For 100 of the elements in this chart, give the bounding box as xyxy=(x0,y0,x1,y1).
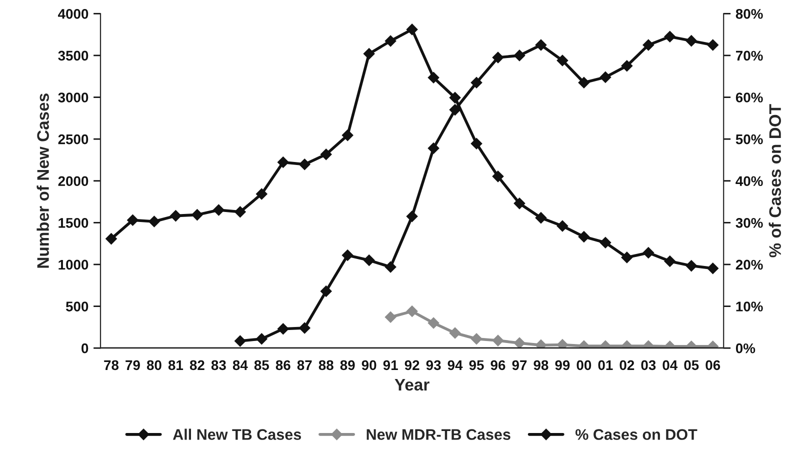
point xyxy=(299,322,310,334)
point xyxy=(686,35,697,46)
x-tick-label: 81 xyxy=(168,360,184,370)
point xyxy=(449,92,461,104)
x-tick-label: 93 xyxy=(426,360,441,370)
point xyxy=(449,327,461,339)
point xyxy=(600,237,612,248)
point xyxy=(428,142,440,154)
point xyxy=(492,334,504,346)
y2-tick-label: 30% xyxy=(736,218,763,228)
y-tick-label: 3500 xyxy=(58,50,88,61)
x-tick-label: 80 xyxy=(146,360,162,370)
y-tick-label: 2500 xyxy=(58,134,88,144)
x-tick-label: 05 xyxy=(684,360,699,370)
y-tick-label: 0 xyxy=(82,343,88,354)
y-tick-label: 4000 xyxy=(58,8,88,19)
y-tick-label: 2000 xyxy=(58,176,88,186)
x-axis-title: Year xyxy=(394,378,430,391)
x-tick-label: 85 xyxy=(254,360,269,370)
point xyxy=(363,48,375,60)
point xyxy=(578,77,590,88)
legend-label: All New TB Cases xyxy=(172,428,301,440)
x-tick-label: 03 xyxy=(641,360,656,370)
point xyxy=(514,50,526,62)
point xyxy=(707,262,718,274)
x-tick-label: 90 xyxy=(362,360,376,370)
point xyxy=(492,52,504,64)
y2-tick-label: 40% xyxy=(736,176,763,186)
point xyxy=(213,204,224,216)
y-tick-label: 1000 xyxy=(58,260,88,270)
point xyxy=(406,210,418,222)
point xyxy=(600,72,612,83)
point xyxy=(664,31,676,42)
x-tick-label: 97 xyxy=(512,360,527,370)
point xyxy=(621,60,633,72)
point xyxy=(299,158,310,170)
point xyxy=(384,261,396,273)
x-tick-label: 91 xyxy=(383,360,398,370)
point xyxy=(106,233,117,244)
point xyxy=(127,214,138,226)
x-tick-label: 83 xyxy=(211,360,226,370)
y2-tick-label: 20% xyxy=(736,260,763,270)
x-tick-label: 06 xyxy=(706,360,720,370)
point xyxy=(642,39,654,51)
x-tick-label: 78 xyxy=(104,360,119,370)
point xyxy=(556,339,568,348)
point xyxy=(621,252,633,264)
x-tick-label: 94 xyxy=(448,360,463,370)
x-tick-label: 84 xyxy=(232,360,248,370)
point xyxy=(384,35,396,47)
point xyxy=(278,156,289,168)
point xyxy=(278,323,289,334)
x-tick-label: 82 xyxy=(190,360,204,370)
point xyxy=(320,286,332,297)
point xyxy=(256,333,268,344)
point xyxy=(664,256,676,267)
x-tick-label: 00 xyxy=(576,360,592,370)
point xyxy=(192,209,203,220)
point xyxy=(707,39,718,51)
x-tick-label: 04 xyxy=(662,360,678,370)
y-tick-label: 1500 xyxy=(58,218,88,228)
x-tick-label: 79 xyxy=(126,360,140,370)
point xyxy=(428,317,440,329)
point xyxy=(642,247,654,258)
point xyxy=(535,340,547,348)
legend-label: New MDR-TB Cases xyxy=(366,429,510,440)
legend-label: % Cases on DOT xyxy=(575,429,698,440)
point xyxy=(428,72,440,84)
x-tick-label: 01 xyxy=(598,360,613,370)
y2-tick-label: 70% xyxy=(736,50,763,61)
point xyxy=(556,54,568,66)
x-tick-label: 98 xyxy=(534,360,548,370)
point xyxy=(535,212,547,224)
point xyxy=(170,210,182,222)
point xyxy=(578,231,590,242)
x-tick-label: 86 xyxy=(276,360,290,370)
point xyxy=(470,333,482,344)
point xyxy=(406,24,418,36)
y2-axis-title: % of Cases on DOT xyxy=(768,104,781,258)
point xyxy=(514,337,526,348)
point xyxy=(514,198,526,210)
y2-tick-label: 0% xyxy=(736,343,756,354)
point xyxy=(470,77,482,88)
point xyxy=(384,312,396,323)
point xyxy=(686,260,697,272)
y2-tick-label: 60% xyxy=(736,92,763,102)
point xyxy=(492,170,504,182)
y2-tick-label: 80% xyxy=(736,8,763,19)
point xyxy=(234,206,246,218)
point xyxy=(470,138,482,150)
point xyxy=(342,130,354,141)
point xyxy=(535,39,547,51)
point xyxy=(320,148,332,160)
y-tick-label: 500 xyxy=(66,302,88,312)
x-tick-label: 88 xyxy=(318,360,334,370)
x-tick-label: 02 xyxy=(620,360,634,370)
x-tick-label: 89 xyxy=(340,360,355,370)
x-tick-label: 96 xyxy=(490,360,506,370)
point xyxy=(342,250,354,261)
point xyxy=(556,220,568,232)
